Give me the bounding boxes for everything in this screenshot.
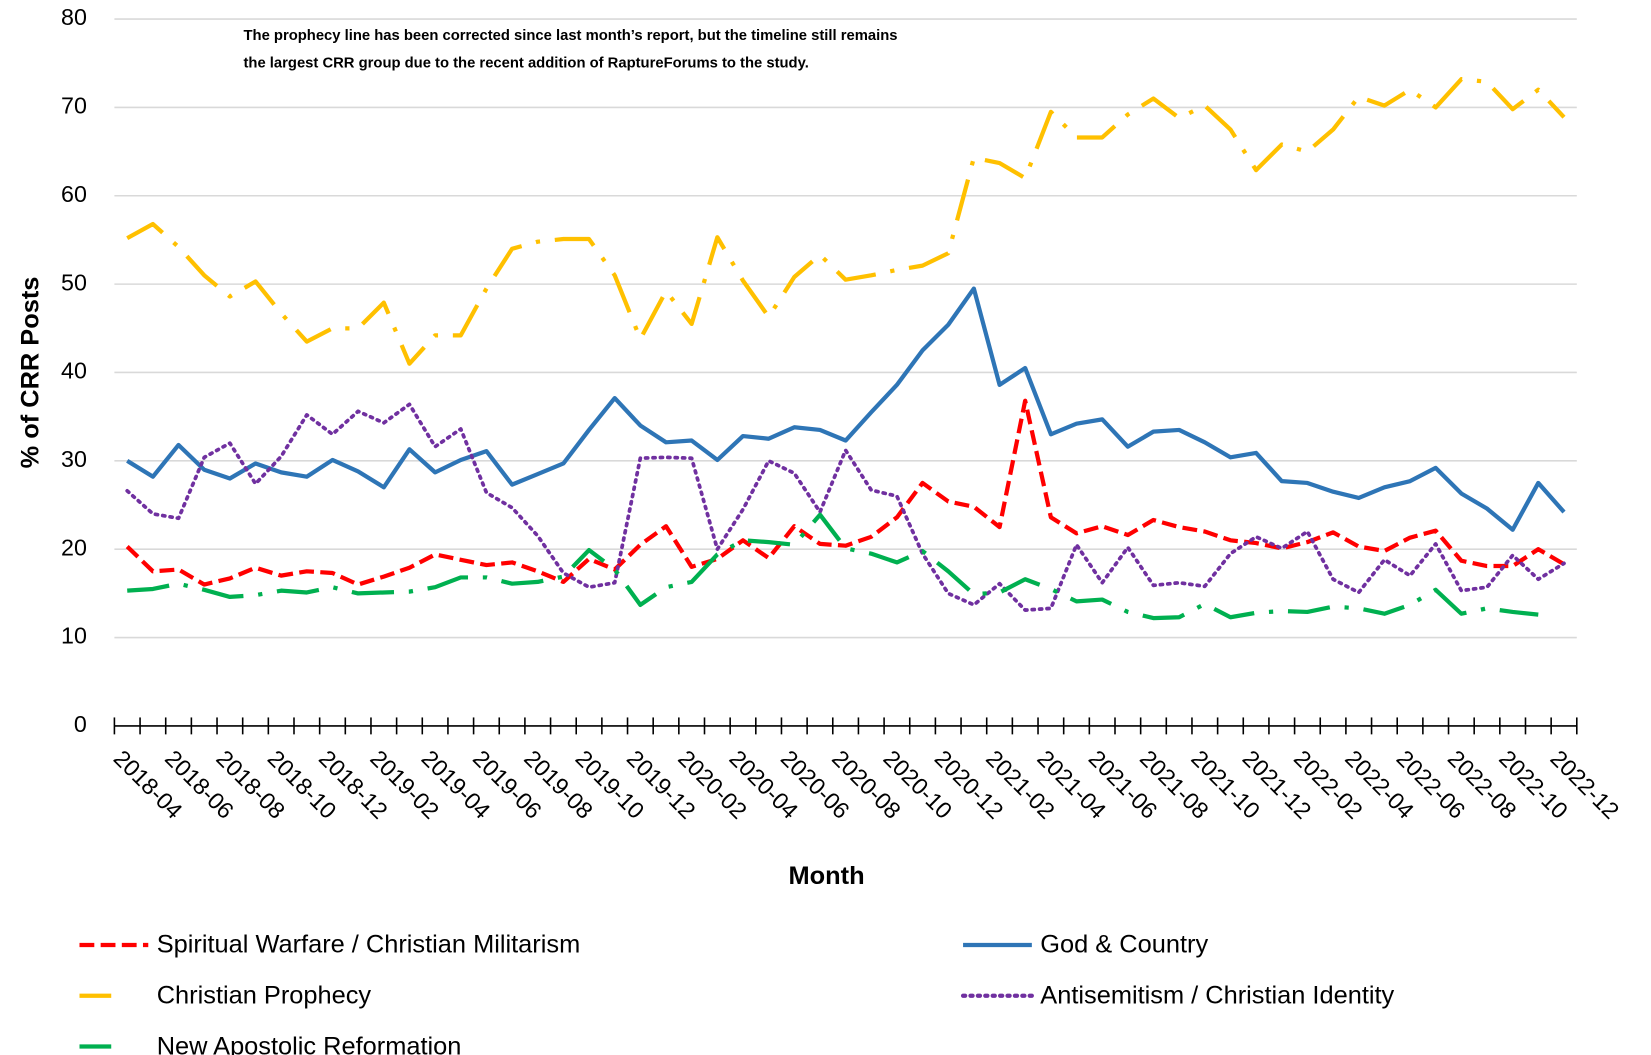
annotation: The prophecy line has been corrected sin… (244, 28, 898, 44)
y-tick-label: 20 (61, 534, 87, 560)
y-axis-title: % of CRR Posts (17, 277, 45, 469)
y-tick-label: 70 (61, 93, 87, 119)
y-tick-label: 10 (61, 623, 87, 649)
series-line (125, 402, 1566, 612)
legend-label: Christian Prophecy (157, 982, 372, 1010)
series-line (126, 77, 1566, 366)
legend-label: Spiritual Warfare / Christian Militarism (157, 931, 580, 959)
y-tick-label: 40 (61, 358, 87, 384)
legend-label: God & Country (1040, 931, 1208, 959)
y-tick-label: 80 (61, 4, 87, 30)
legend-label: Antisemitism / Christian Identity (1040, 982, 1394, 1010)
annotation: the largest CRR group due to the recent … (244, 55, 809, 71)
legend-label: New Apostolic Reformation (157, 1032, 462, 1055)
series-line (126, 286, 1566, 532)
y-tick-label: 60 (61, 181, 87, 207)
y-tick-label: 50 (61, 269, 87, 295)
series-line (127, 512, 1539, 621)
y-tick-label: 0 (74, 711, 87, 737)
y-tick-label: 30 (61, 446, 87, 472)
x-axis-title: Month (789, 862, 865, 890)
series-line (125, 398, 1566, 587)
